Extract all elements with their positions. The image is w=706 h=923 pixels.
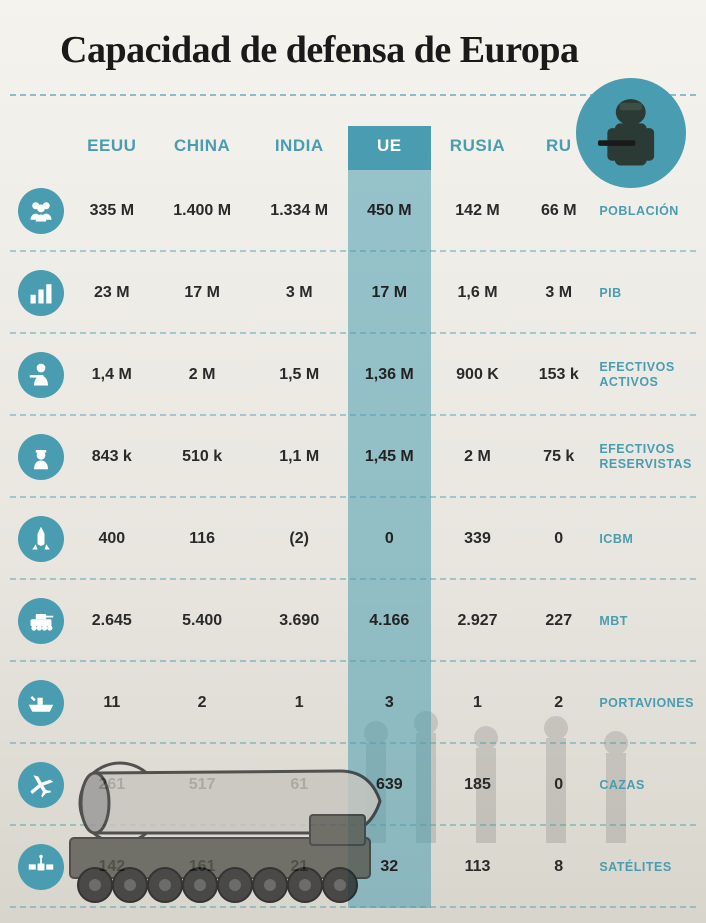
- data-cell: 335 M: [70, 170, 154, 252]
- data-cell: 3: [348, 662, 431, 744]
- data-cell: 1.400 M: [154, 170, 251, 252]
- data-cell: 3 M: [251, 252, 348, 334]
- row-label: CAZAS: [593, 744, 696, 826]
- row-label: PORTAVIONES: [593, 662, 696, 744]
- table-row: 23 M17 M3 M17 M1,6 M3 MPIB: [10, 252, 696, 334]
- data-cell: 1,5 M: [251, 334, 348, 416]
- col-header: RUSIA: [431, 126, 524, 170]
- soldier-icon: [584, 86, 678, 180]
- data-cell: 1,6 M: [431, 252, 524, 334]
- active-icon: [18, 352, 64, 398]
- data-cell: 8: [524, 826, 593, 908]
- row-icon-cell: [10, 252, 70, 334]
- data-cell: 66 M: [524, 170, 593, 252]
- missile-icon: [18, 516, 64, 562]
- reserve-icon: [18, 434, 64, 480]
- table-row: 1121312PORTAVIONES: [10, 662, 696, 744]
- data-cell: 1: [251, 662, 348, 744]
- data-cell: 0: [524, 744, 593, 826]
- data-cell: 5.400: [154, 580, 251, 662]
- col-header-highlight: UE: [348, 126, 431, 170]
- data-cell: 11: [70, 662, 154, 744]
- data-cell: 153 k: [524, 334, 593, 416]
- col-header: INDIA: [251, 126, 348, 170]
- page-title: Capacidad de defensa de Europa: [0, 0, 706, 72]
- col-header: EEUU: [70, 126, 154, 170]
- data-cell: 2: [524, 662, 593, 744]
- data-cell: 185: [431, 744, 524, 826]
- data-cell: 1: [431, 662, 524, 744]
- row-label: ICBM: [593, 498, 696, 580]
- data-cell: 1.334 M: [251, 170, 348, 252]
- data-cell: 2.927: [431, 580, 524, 662]
- soldier-badge: [576, 78, 686, 188]
- data-cell: 17 M: [348, 252, 431, 334]
- table-row: 1,4 M2 M1,5 M1,36 M900 K153 kEFECTIVOS A…: [10, 334, 696, 416]
- data-cell: 142 M: [431, 170, 524, 252]
- data-cell: 227: [524, 580, 593, 662]
- data-cell: 23 M: [70, 252, 154, 334]
- row-label: EFECTIVOS ACTIVOS: [593, 334, 696, 416]
- data-cell: (2): [251, 498, 348, 580]
- data-cell: 116: [154, 498, 251, 580]
- data-cell: 17 M: [154, 252, 251, 334]
- data-cell: 1,36 M: [348, 334, 431, 416]
- data-cell: 3 M: [524, 252, 593, 334]
- data-cell: 3.690: [251, 580, 348, 662]
- table-row: 843 k510 k1,1 M1,45 M2 M75 kEFECTIVOS RE…: [10, 416, 696, 498]
- row-label: EFECTIVOS RESERVISTAS: [593, 416, 696, 498]
- row-icon-cell: [10, 416, 70, 498]
- table-row: 400116(2)03390ICBM: [10, 498, 696, 580]
- table-row: 335 M1.400 M1.334 M450 M142 M66 MPOBLACI…: [10, 170, 696, 252]
- data-cell: 510 k: [154, 416, 251, 498]
- row-label: SATÉLITES: [593, 826, 696, 908]
- data-cell: 1,4 M: [70, 334, 154, 416]
- data-cell: 843 k: [70, 416, 154, 498]
- missile-vehicle-illustration: [10, 753, 410, 913]
- data-cell: 2: [154, 662, 251, 744]
- data-cell: 1,45 M: [348, 416, 431, 498]
- data-cell: 0: [348, 498, 431, 580]
- data-cell: 0: [524, 498, 593, 580]
- data-cell: 2 M: [154, 334, 251, 416]
- data-cell: 900 K: [431, 334, 524, 416]
- data-cell: 2 M: [431, 416, 524, 498]
- data-cell: 450 M: [348, 170, 431, 252]
- data-cell: 2.645: [70, 580, 154, 662]
- tank-icon: [18, 598, 64, 644]
- col-header: CHINA: [154, 126, 251, 170]
- data-cell: 75 k: [524, 416, 593, 498]
- header-icon-col: [10, 126, 70, 170]
- bars-icon: [18, 270, 64, 316]
- row-label: PIB: [593, 252, 696, 334]
- row-icon-cell: [10, 170, 70, 252]
- row-icon-cell: [10, 580, 70, 662]
- data-cell: 1,1 M: [251, 416, 348, 498]
- data-cell: 4.166: [348, 580, 431, 662]
- row-icon-cell: [10, 334, 70, 416]
- data-cell: 339: [431, 498, 524, 580]
- table-row: 2.6455.4003.6904.1662.927227MBT: [10, 580, 696, 662]
- people-icon: [18, 188, 64, 234]
- carrier-icon: [18, 680, 64, 726]
- data-cell: 400: [70, 498, 154, 580]
- data-cell: 113: [431, 826, 524, 908]
- row-label: MBT: [593, 580, 696, 662]
- row-icon-cell: [10, 662, 70, 744]
- row-icon-cell: [10, 498, 70, 580]
